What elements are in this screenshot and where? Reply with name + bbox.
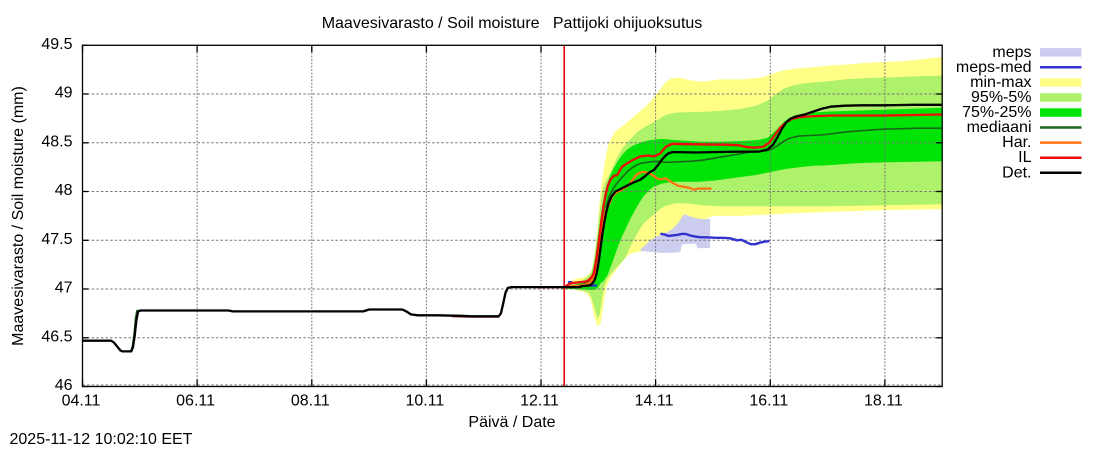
svg-text:10.11: 10.11 bbox=[405, 393, 444, 410]
svg-text:mediaani: mediaani bbox=[967, 119, 1032, 136]
svg-text:06.11: 06.11 bbox=[176, 393, 215, 410]
svg-text:min-max: min-max bbox=[970, 74, 1031, 91]
svg-text:14.11: 14.11 bbox=[635, 393, 674, 410]
svg-text:46.5: 46.5 bbox=[41, 328, 72, 345]
svg-text:meps-med: meps-med bbox=[956, 59, 1032, 76]
svg-text:IL: IL bbox=[1018, 149, 1031, 166]
svg-text:49.5: 49.5 bbox=[41, 36, 72, 53]
svg-text:48: 48 bbox=[55, 182, 73, 199]
svg-text:Maavesivarasto / Soil moisture: Maavesivarasto / Soil moisture (mm) bbox=[10, 86, 27, 346]
svg-text:49: 49 bbox=[55, 85, 73, 102]
svg-text:Päivä / Date: Päivä / Date bbox=[468, 414, 555, 431]
svg-text:48.5: 48.5 bbox=[41, 133, 72, 150]
svg-text:18.11: 18.11 bbox=[864, 393, 903, 410]
svg-text:meps: meps bbox=[992, 44, 1031, 61]
svg-text:Har.: Har. bbox=[1002, 134, 1031, 151]
svg-text:95%-5%: 95%-5% bbox=[971, 89, 1031, 106]
svg-text:47.5: 47.5 bbox=[41, 231, 72, 248]
svg-text:08.11: 08.11 bbox=[291, 393, 330, 410]
svg-text:47: 47 bbox=[55, 280, 73, 297]
svg-text:12.11: 12.11 bbox=[520, 393, 559, 410]
svg-text:Maavesivarasto / Soil moisture: Maavesivarasto / Soil moisture Pattijoki… bbox=[322, 15, 703, 32]
svg-text:04.11: 04.11 bbox=[62, 393, 101, 410]
svg-text:2025-11-12 10:02:10 EET: 2025-11-12 10:02:10 EET bbox=[10, 431, 193, 448]
svg-text:Det.: Det. bbox=[1002, 164, 1031, 181]
svg-text:75%-25%: 75%-25% bbox=[962, 104, 1031, 121]
svg-text:16.11: 16.11 bbox=[749, 393, 788, 410]
svg-text:46: 46 bbox=[55, 377, 73, 394]
